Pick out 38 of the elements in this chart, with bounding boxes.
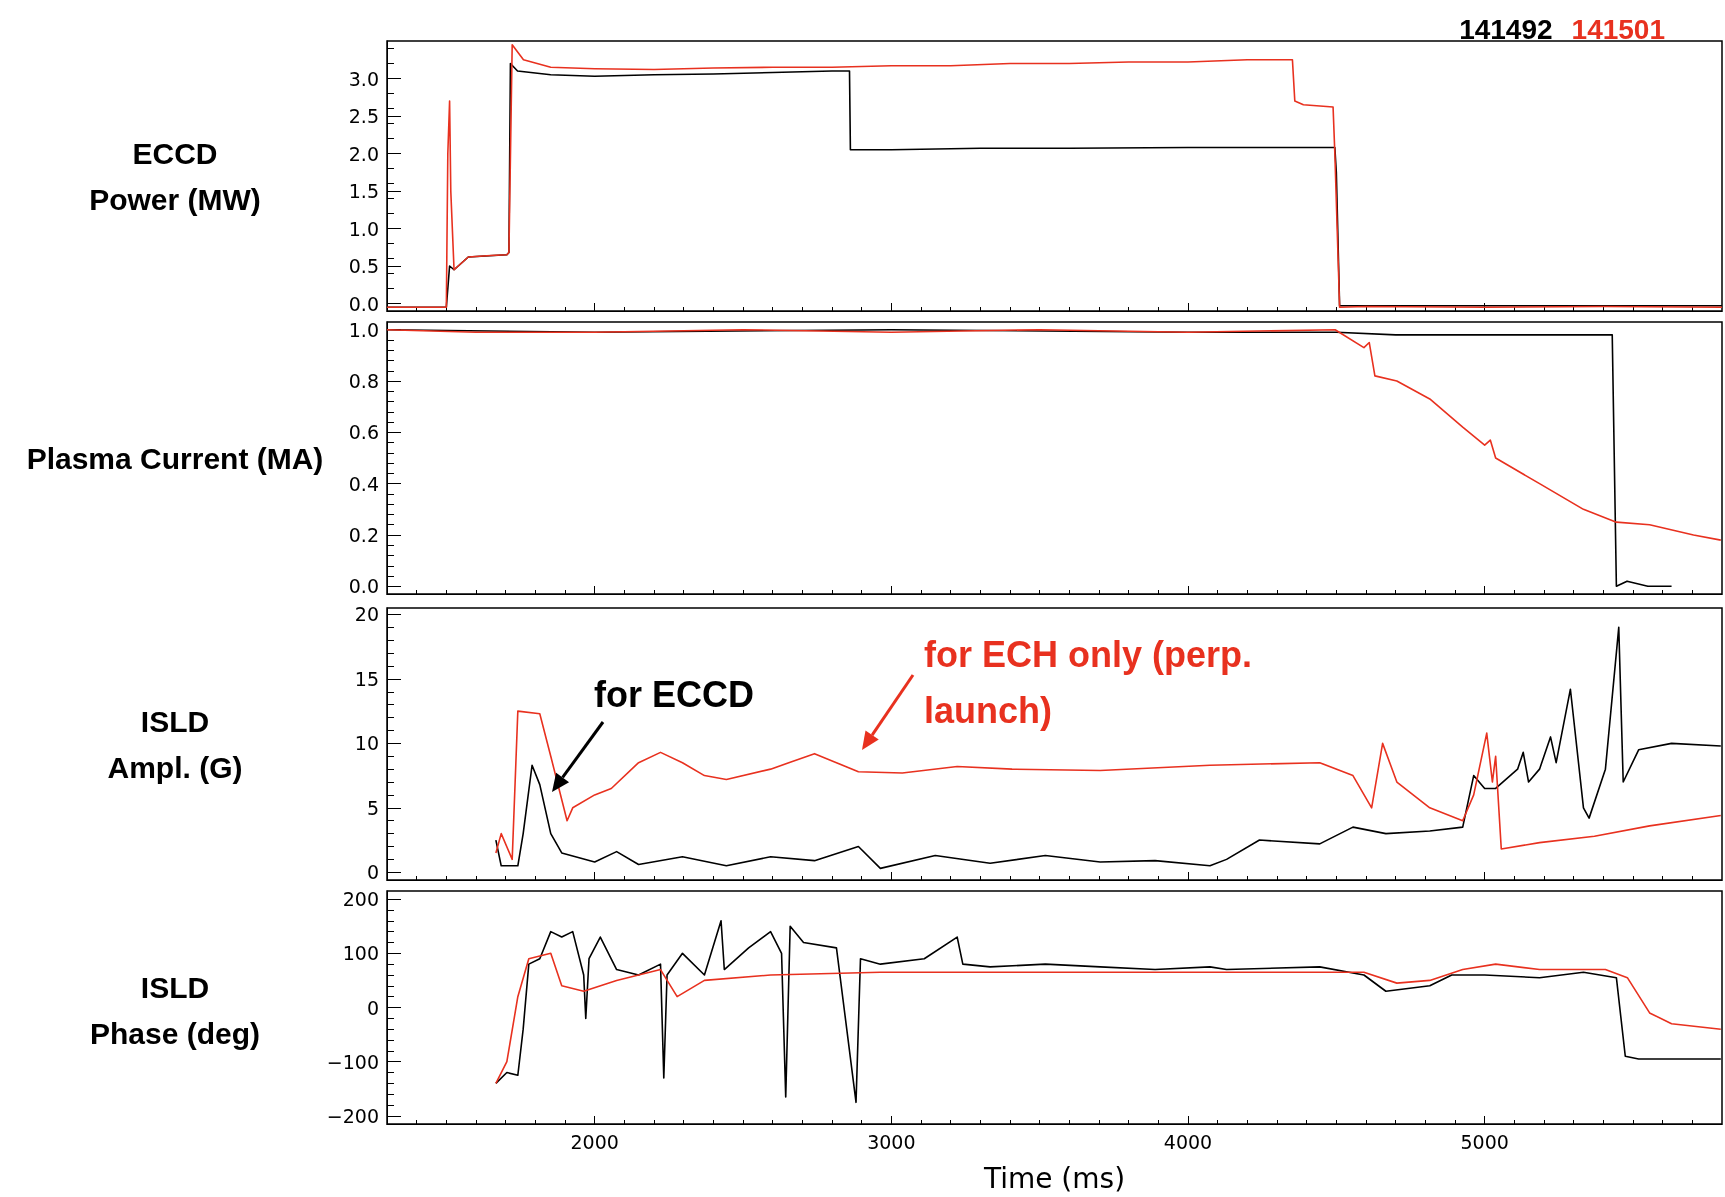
y-tick-label: 0.2 bbox=[348, 523, 379, 546]
y-tick-label: 200 bbox=[342, 888, 379, 911]
y-tick-label: 0 bbox=[366, 861, 379, 884]
y-tick-label: −200 bbox=[326, 1104, 379, 1127]
line-series bbox=[386, 328, 1722, 541]
line-series bbox=[495, 952, 1722, 1085]
x-tick-label: 4000 bbox=[1163, 1130, 1213, 1153]
y-axis-title: ECCD Power (MW) bbox=[89, 136, 261, 216]
x-tick-label: 5000 bbox=[1460, 1130, 1509, 1153]
y-tick-label: 10 bbox=[354, 732, 379, 755]
y-tick-label: 1.5 bbox=[348, 180, 379, 202]
y-tick-label: 1.0 bbox=[348, 318, 379, 341]
y-tick-label: 3.0 bbox=[348, 67, 379, 90]
y-tick-label: 0.4 bbox=[348, 472, 379, 495]
y-tick-label: 100 bbox=[342, 942, 379, 965]
y-tick-label: −100 bbox=[326, 1050, 379, 1073]
x-tick-label: 2000 bbox=[570, 1130, 619, 1153]
y-tick-label: 0.0 bbox=[348, 292, 379, 315]
annotation: for ECCD bbox=[594, 673, 754, 715]
y-tick-label: 20 bbox=[354, 603, 379, 626]
y-tick-label: 0.8 bbox=[348, 370, 379, 393]
text: 141492 bbox=[1459, 13, 1553, 45]
y-axis-title: Plasma Current (MA) bbox=[26, 441, 324, 475]
y-tick-label: 2.0 bbox=[348, 142, 379, 165]
y-tick-label: 5 bbox=[366, 796, 379, 819]
x-tick-label: 3000 bbox=[867, 1130, 916, 1153]
annotation: for ECH only (perp. launch) bbox=[924, 633, 1253, 731]
y-tick-label: 1.0 bbox=[348, 217, 379, 240]
y-tick-label: 0.0 bbox=[348, 575, 379, 598]
y-axis-title: ISLD Phase (deg) bbox=[89, 971, 261, 1050]
y-axis-title: ISLD Ampl. (G) bbox=[107, 704, 243, 784]
y-tick-label: 0.6 bbox=[348, 421, 379, 444]
y-tick-label: 0 bbox=[366, 996, 379, 1019]
text: 141501 bbox=[1571, 13, 1665, 45]
y-tick-label: 2.5 bbox=[348, 105, 379, 127]
y-tick-label: 15 bbox=[354, 667, 379, 690]
x-axis-title: Time (ms) bbox=[982, 1161, 1126, 1195]
y-tick-label: 0.5 bbox=[348, 255, 379, 277]
